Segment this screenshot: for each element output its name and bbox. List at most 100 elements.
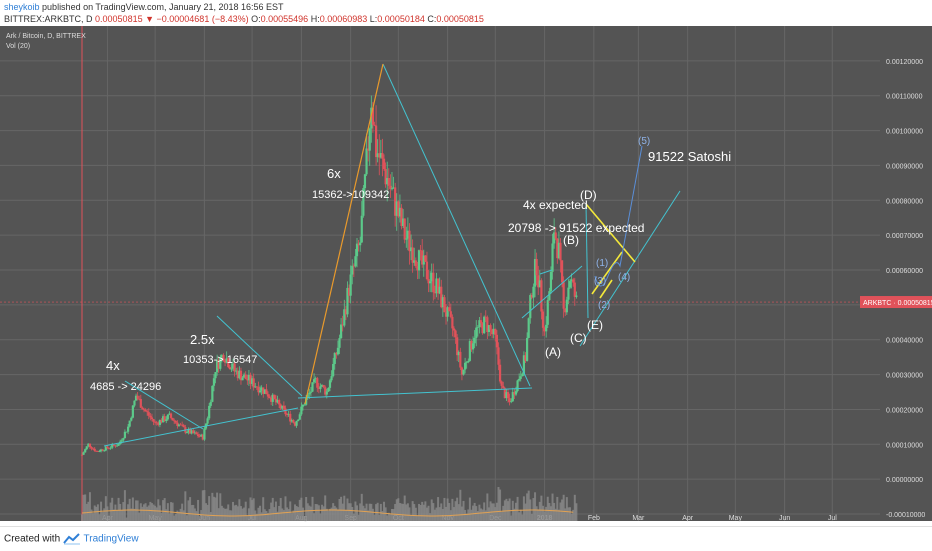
candle-body (478, 320, 481, 328)
candle-body (295, 421, 298, 426)
candle-body (443, 297, 446, 313)
volume-bar (559, 502, 562, 521)
volume-bar (344, 509, 347, 521)
volume-bar (514, 502, 517, 521)
volume-bar (157, 499, 160, 521)
candle-body (492, 328, 495, 335)
candle-body (516, 380, 519, 392)
volume-bar (141, 506, 144, 521)
volume-bar (103, 508, 106, 521)
volume-bar (534, 492, 537, 521)
candle-body (521, 373, 524, 377)
candle-body (165, 419, 168, 422)
candle-body (123, 431, 127, 439)
candle-body (82, 452, 85, 455)
volume-bar (115, 510, 118, 521)
candle-body (522, 355, 526, 374)
candle-body (440, 286, 443, 308)
candle-body (546, 300, 549, 325)
volume-bar (313, 513, 316, 521)
candle-body (397, 201, 400, 217)
candle-body (468, 341, 471, 361)
open-label: O: (251, 14, 261, 24)
channel-line-right (579, 190, 681, 347)
volume-bar (433, 509, 436, 521)
candle-body (166, 414, 169, 420)
candle-body (506, 392, 510, 399)
candle-body (220, 355, 223, 358)
candle-body (533, 259, 537, 287)
candle-body (408, 230, 411, 252)
volume-bar (117, 497, 120, 521)
candle-body (192, 430, 195, 434)
volume-bar (538, 501, 541, 521)
volume-bar (410, 515, 413, 521)
volume-bar (206, 504, 209, 521)
volume-bar (233, 505, 236, 521)
candle-body (483, 316, 486, 334)
volume-bar (274, 501, 277, 521)
volume-bar (189, 497, 192, 521)
volume-bar (106, 506, 109, 521)
candle-body (179, 424, 182, 426)
volume-bar (173, 515, 176, 521)
volume-bar (123, 490, 126, 521)
author-link[interactable]: sheykoib (4, 2, 40, 12)
x-tick-label: Apr (682, 515, 694, 522)
candle-body (209, 401, 212, 406)
volume-bar (287, 509, 290, 521)
candle-body (298, 414, 301, 420)
candle-body (475, 327, 478, 339)
volume-bar (432, 503, 435, 521)
triangle-line (585, 203, 589, 319)
candle-body (171, 417, 174, 421)
volume-bar (386, 515, 389, 521)
volume-bar (378, 514, 381, 521)
candle-body (241, 377, 244, 381)
y-tick-label: 0.00120000 (886, 59, 923, 66)
volume-bar (421, 501, 424, 521)
volume-bar (541, 505, 544, 521)
volume-bar (554, 508, 557, 521)
price-chart[interactable]: 0.00120000 0.00110000 0.00100000 0.00090000… (0, 26, 932, 526)
candle-body (273, 394, 276, 399)
candle-body (368, 128, 371, 151)
volume-bar (257, 507, 260, 521)
candle-body (247, 375, 251, 381)
publish-header: sheykoib published on TradingView.com, J… (0, 0, 932, 26)
candle-body (104, 446, 107, 451)
candle-body (230, 368, 233, 370)
volume-bar (263, 509, 266, 521)
volume-bar (497, 486, 500, 521)
volume-bar (557, 509, 560, 521)
volume-bar (125, 517, 128, 521)
candle-body (479, 320, 483, 324)
volume-bar (454, 501, 457, 521)
candle-body (484, 316, 487, 318)
candle-body (373, 124, 376, 126)
volume-bar (155, 507, 158, 521)
candle-body (139, 399, 142, 408)
publish-line: sheykoib published on TradingView.com, J… (4, 2, 284, 12)
candle-body (476, 327, 479, 328)
candle-body (362, 188, 365, 216)
volume-bar (551, 493, 554, 521)
candle-body (378, 153, 381, 158)
volume-bar (381, 510, 384, 521)
candle-body (459, 351, 462, 368)
candle-body (398, 207, 402, 217)
volume-bar (133, 508, 136, 521)
tradingview-brand[interactable]: TradingView (83, 533, 139, 545)
candle-body (114, 445, 117, 447)
volume-bar (429, 513, 432, 521)
candle-body (336, 347, 340, 355)
candle-body (195, 432, 198, 435)
volume-bar (516, 496, 519, 521)
candle-body (249, 375, 252, 384)
candle-body (449, 311, 452, 317)
resistance-line-2 (216, 315, 303, 397)
candle-body (292, 420, 295, 423)
chart-area[interactable]: 0.00120000 0.00110000 0.00100000 0.00090000… (0, 26, 932, 526)
volume-bar (437, 497, 440, 521)
candle-body (317, 387, 320, 389)
